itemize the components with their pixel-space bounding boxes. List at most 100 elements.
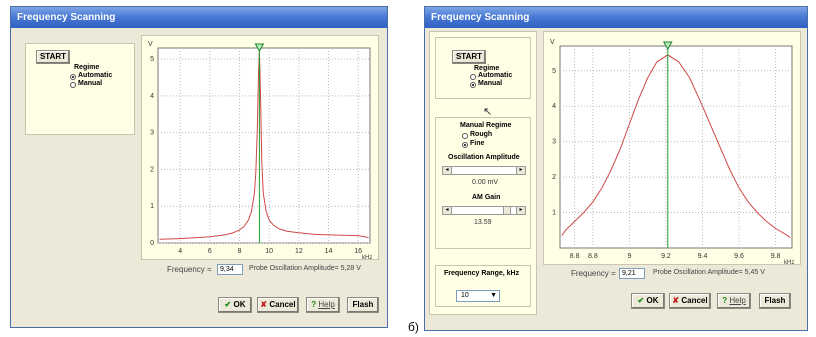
y-tick-label: 0 [150, 240, 154, 247]
right-regime-automatic-radio[interactable] [470, 74, 476, 80]
x-tick-label: 14 [325, 248, 333, 255]
right-am-slider[interactable]: ◂ ▸ [442, 206, 526, 215]
right-window-title: Frequency Scanning [425, 7, 807, 28]
x-tick-label: 4 [178, 248, 182, 255]
right-range-title: Frequency Range, kHz [444, 270, 520, 277]
right-manual-fine-label: Fine [470, 140, 485, 147]
right-osc-title: Oscillation Amplitude [448, 154, 520, 161]
right-manual-fine-radio[interactable] [462, 142, 468, 148]
y-tick-label: 4 [150, 93, 154, 100]
y-tick-label: 5 [552, 68, 556, 75]
arrow-left-icon: ◂ [443, 207, 452, 214]
y-tick-label: 2 [552, 174, 556, 181]
y-axis-label: V [550, 39, 555, 46]
x-tick-label: 16 [354, 248, 362, 255]
y-tick-label: 2 [150, 166, 154, 173]
left-control-panel: START Regime Automatic Manual [25, 43, 135, 135]
right-ok-button[interactable]: ✔ OK [631, 293, 665, 309]
left-window: Frequency Scanning START Regime Automati… [10, 6, 388, 328]
left-help-button[interactable]: ? Help [306, 297, 340, 313]
left-ok-label: OK [233, 300, 246, 309]
y-tick-label: 1 [552, 210, 556, 217]
right-regime-manual-label: Manual [478, 80, 503, 87]
x-tick-label: 9.6 [734, 253, 744, 260]
right-cancel-button[interactable]: ✘ Cancel [669, 293, 711, 309]
left-help-label: Help [318, 300, 335, 309]
left-frequency-label: Frequency = [167, 265, 212, 274]
right-range-select[interactable]: 10 ▼ [456, 290, 500, 302]
left-window-title: Frequency Scanning [11, 7, 387, 28]
x-tick-label: 9 [627, 253, 631, 260]
chevron-down-icon: ▼ [490, 292, 497, 299]
right-range-value: 10 [461, 292, 469, 299]
right-range-panel: Frequency Range, kHz 10 ▼ [435, 265, 531, 307]
check-icon: ✔ [637, 296, 645, 305]
right-am-title: AM Gain [472, 194, 501, 201]
left-ok-button[interactable]: ✔ OK [218, 297, 252, 313]
x-tick-label: 8.8 [588, 253, 598, 260]
arrow-left-icon: ◂ [443, 167, 452, 174]
question-icon: ? [311, 300, 317, 309]
check-icon: ✔ [224, 300, 232, 309]
right-ok-label: OK [646, 296, 659, 305]
x-axis-label: kHz [784, 260, 794, 264]
marker-triangle-icon [662, 41, 673, 51]
right-manual-panel: Manual Regime Rough Fine Oscillation Amp… [435, 117, 531, 249]
y-tick-label: 3 [552, 139, 556, 146]
marker-triangle-icon [254, 43, 265, 53]
right-regime-manual-radio[interactable] [470, 82, 476, 88]
right-help-button[interactable]: ? Help [717, 293, 751, 309]
slider-thumb[interactable] [503, 207, 511, 214]
right-manual-rough-radio[interactable] [462, 133, 468, 139]
left-frequency-field[interactable]: 9,34 [217, 264, 243, 275]
figure-caption: б) [408, 320, 419, 334]
cross-icon: ✘ [672, 296, 680, 305]
y-tick-label: 5 [150, 56, 154, 63]
left-flash-button[interactable]: Flash [347, 297, 379, 313]
right-manual-rough-label: Rough [470, 131, 493, 138]
left-start-button[interactable]: START [36, 50, 70, 64]
left-regime-manual-radio[interactable] [70, 82, 76, 88]
question-icon: ? [722, 296, 728, 305]
left-regime-manual-label: Manual [78, 80, 103, 87]
right-regime-title: Regime [474, 65, 500, 72]
x-tick-label: 9.2 [661, 253, 671, 260]
plot-area [559, 45, 793, 249]
x-tick-label: 6 [208, 248, 212, 255]
x-tick-label: 9.4 [698, 253, 708, 260]
right-osc-value: 0.00 mV [472, 179, 499, 186]
right-am-value: 13.59 [474, 219, 492, 226]
right-start-button[interactable]: START [452, 50, 486, 64]
left-amplitude-readout: Probe Oscillation Amplitude= 5,28 V [249, 265, 361, 272]
x-tick-label: 10 [265, 248, 273, 255]
right-frequency-label: Frequency = [571, 269, 616, 278]
left-regime-title: Regime [74, 64, 100, 71]
right-flash-button[interactable]: Flash [759, 293, 791, 309]
left-cancel-label: Cancel [269, 300, 296, 309]
left-regime-automatic-label: Automatic [78, 72, 113, 79]
right-manual-title: Manual Regime [460, 122, 512, 129]
right-help-label: Help [729, 296, 746, 305]
y-tick-label: 1 [150, 203, 154, 210]
right-osc-slider[interactable]: ◂ ▸ [442, 166, 526, 175]
left-cancel-button[interactable]: ✘ Cancel [257, 297, 299, 313]
y-tick-label: 4 [552, 103, 556, 110]
right-cancel-label: Cancel [681, 296, 708, 305]
right-regime-automatic-label: Automatic [478, 72, 513, 79]
x-tick-label: 8.8 [570, 253, 580, 260]
x-tick-label: 12 [295, 248, 303, 255]
arrow-right-icon: ▸ [516, 207, 525, 214]
x-tick-label: 8 [238, 248, 242, 255]
series-line [561, 54, 791, 238]
right-window: Frequency Scanning START Regime Automati… [424, 6, 808, 331]
x-tick-label: 9.8 [771, 253, 781, 260]
left-regime-automatic-radio[interactable] [70, 74, 76, 80]
right-frequency-field[interactable]: 9,21 [619, 268, 645, 279]
mouse-cursor-icon: ↖ [483, 106, 493, 118]
plot-area [157, 47, 371, 244]
y-tick-label: 3 [150, 130, 154, 137]
